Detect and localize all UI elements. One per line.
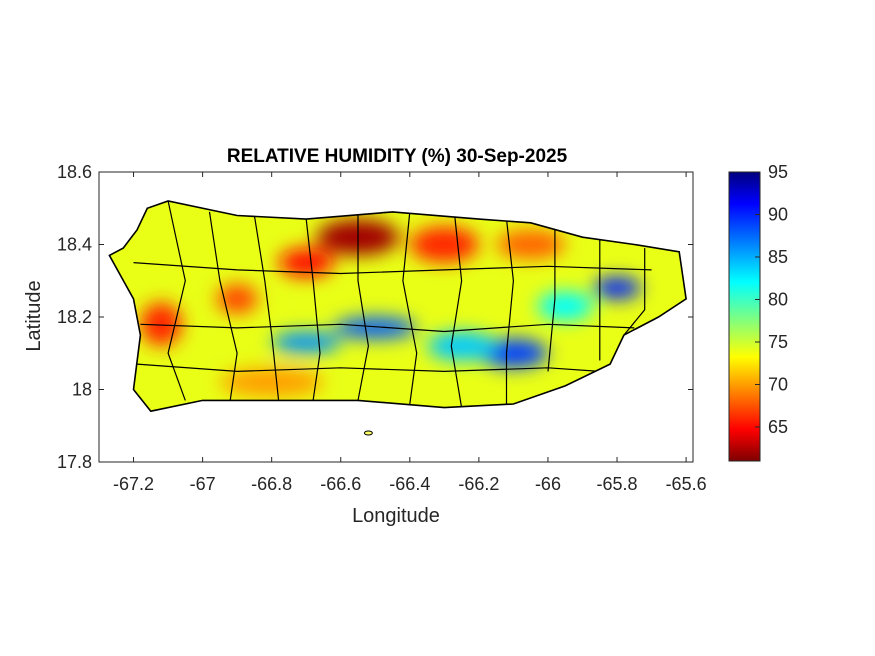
municipality-line — [357, 215, 370, 401]
humidity-blob — [278, 248, 334, 278]
humidity-blob — [537, 291, 593, 321]
humidity-blob — [592, 277, 642, 299]
municipality-boundaries — [133, 201, 652, 408]
x-tick-label: -65.8 — [597, 474, 638, 494]
x-axis-ticks: -67.2 -67 -66.8 -66.6 -66.4 -66.2 -66 -65.8 -65.… — [113, 172, 707, 494]
humidity-blob — [333, 317, 417, 339]
humidity-blob — [140, 302, 182, 346]
colorbar-tick-label: 65 — [768, 417, 788, 437]
humidity-blob — [271, 331, 341, 354]
x-tick-label: -66 — [535, 474, 561, 494]
x-tick-label: -66.6 — [320, 474, 361, 494]
colorbar-tick-label: 80 — [768, 290, 788, 310]
municipality-line — [253, 215, 280, 401]
municipality-line — [547, 230, 556, 372]
colorbar-tick-label: 75 — [768, 332, 788, 352]
x-tick-label: -66.4 — [389, 474, 430, 494]
x-axis-label: Longitude — [352, 505, 440, 527]
colorbar-tick-label: 95 — [768, 162, 788, 182]
municipality-line — [623, 248, 646, 336]
map-title: RELATIVE HUMIDITY (%) 30-Sep-2025 — [227, 146, 568, 167]
humidity-blob — [216, 284, 258, 314]
colorbar — [728, 171, 761, 462]
x-tick-label: -66.8 — [251, 474, 292, 494]
y-axis-label: Latitude — [23, 280, 45, 351]
x-tick-label: -67 — [190, 474, 216, 494]
humidity-blob — [427, 331, 497, 361]
y-axis-ticks: 18.6 18.4 18.2 18 17.8 — [57, 162, 693, 472]
municipality-line — [136, 363, 600, 373]
y-tick-label: 18.2 — [57, 307, 92, 327]
colorbar-tick-label: 85 — [768, 247, 788, 267]
y-tick-label: 17.8 — [57, 452, 92, 472]
municipality-line — [208, 211, 238, 401]
x-tick-label: -66.2 — [458, 474, 499, 494]
municipality-line — [450, 215, 463, 408]
municipality-line — [505, 219, 515, 404]
municipality-line — [167, 201, 186, 401]
small-island — [363, 430, 373, 436]
municipality-line — [140, 323, 635, 333]
x-tick-label: -65.6 — [666, 474, 707, 494]
municipality-line — [402, 211, 418, 405]
colorbar-tick-label: 70 — [768, 375, 788, 395]
humidity-blob — [219, 367, 324, 397]
y-tick-label: 18.4 — [57, 235, 92, 255]
coastline-outline — [108, 200, 687, 413]
y-tick-label: 18.6 — [57, 162, 92, 182]
colorbar-ticks: 65 70 75 80 85 90 95 — [755, 162, 788, 437]
municipality-line — [133, 262, 652, 275]
municipality-line — [305, 219, 321, 401]
small-islands — [363, 430, 373, 436]
x-tick-label: -67.2 — [113, 474, 154, 494]
field-blobs — [140, 219, 642, 397]
colorbar-tick-label: 90 — [768, 205, 788, 225]
y-tick-label: 18 — [72, 380, 92, 400]
humidity-blob — [409, 226, 479, 263]
humidity-blob — [496, 230, 566, 259]
